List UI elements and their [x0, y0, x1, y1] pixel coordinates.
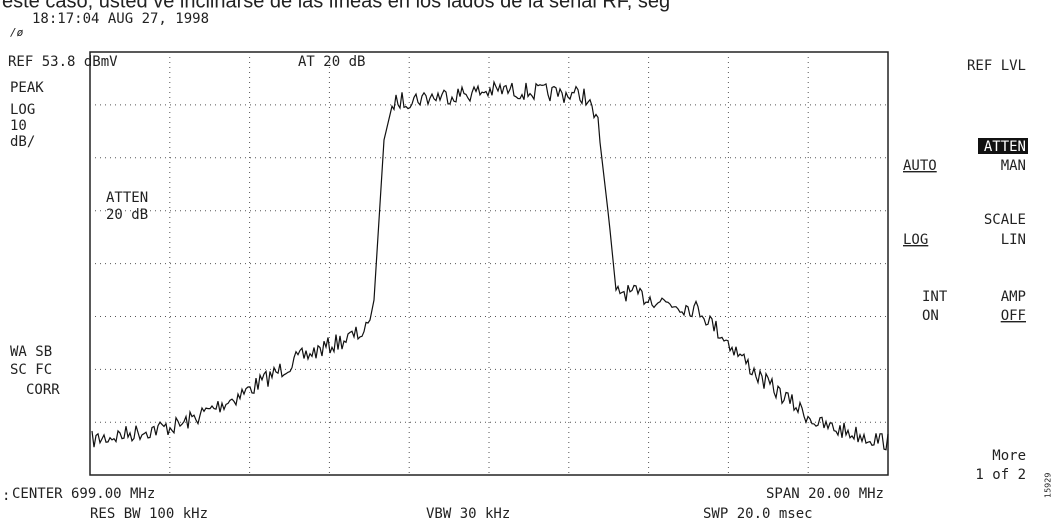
atten-value: 20 dB — [106, 207, 148, 223]
attenuation: AT 20 dB — [298, 54, 365, 70]
vbw: VBW 30 kHz — [426, 506, 510, 522]
graticule-frame — [89, 51, 889, 476]
softkey[interactable]: INT — [922, 289, 948, 305]
softkey-option[interactable]: AUTO — [903, 158, 937, 174]
scale-type: LOG — [10, 102, 35, 118]
softkey[interactable]: REF LVL — [967, 58, 1026, 74]
colon: : — [2, 488, 10, 504]
softkey[interactable]: SCALE — [984, 212, 1026, 228]
trace — [91, 79, 889, 451]
softkey-page: 1 of 2 — [975, 467, 1026, 483]
status: WA SB — [10, 344, 52, 360]
sweep: SWP 20.0 msec — [703, 506, 813, 522]
softkey[interactable]: ATTEN — [984, 139, 1026, 155]
softkey-highlight — [978, 138, 1028, 154]
softkey[interactable]: More — [992, 448, 1026, 464]
scale-div: 10 — [10, 118, 27, 134]
atten-label: ATTEN — [106, 190, 148, 206]
softkey-option[interactable]: MAN — [1001, 158, 1026, 174]
center-freq: CENTER 699.00 MHz — [12, 486, 155, 502]
status: CORR — [26, 382, 60, 398]
softkey-option[interactable]: ON — [922, 308, 939, 324]
graticule — [90, 52, 888, 475]
caption: este caso, usted ve inclinarse de las lí… — [2, 0, 670, 12]
status: SC FC — [10, 362, 52, 378]
figure-id: 15929 — [1044, 473, 1053, 498]
detector: PEAK — [10, 80, 44, 96]
timestamp: 18:17:04 AUG 27, 1998 — [32, 11, 209, 27]
ref-level: REF 53.8 dBmV — [8, 54, 118, 70]
res-bw: RES BW 100 kHz — [90, 506, 208, 522]
softkey-option[interactable]: OFF — [1001, 308, 1026, 324]
scale-unit: dB/ — [10, 134, 35, 150]
span: SPAN 20.00 MHz — [766, 486, 884, 502]
softkey-option[interactable]: LIN — [1001, 232, 1026, 248]
softkey-option[interactable]: LOG — [903, 232, 928, 248]
softkey[interactable]: AMP — [1001, 289, 1026, 305]
logo: /ø — [10, 26, 24, 39]
